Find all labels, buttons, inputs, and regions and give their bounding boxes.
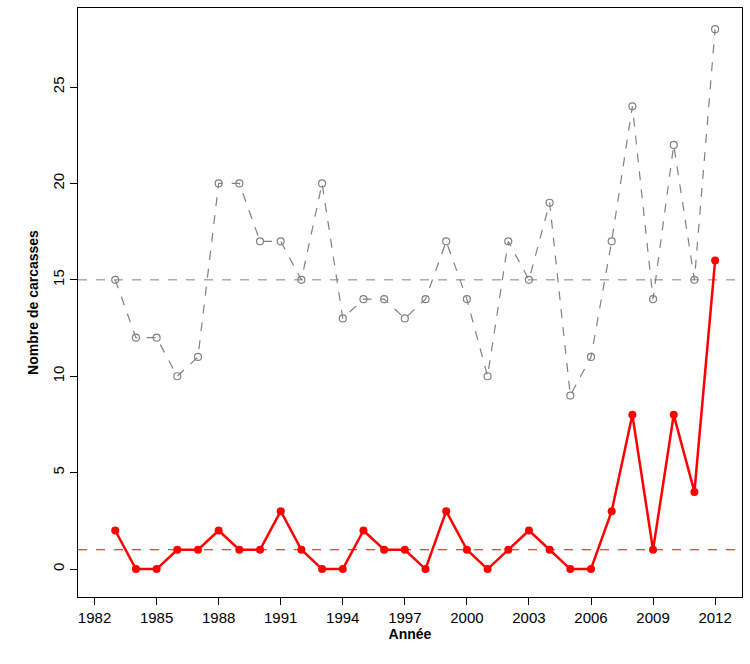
- svg-text:Année: Année: [389, 626, 432, 642]
- svg-text:15: 15: [50, 269, 67, 286]
- svg-text:2003: 2003: [512, 609, 545, 626]
- svg-text:1994: 1994: [326, 609, 359, 626]
- svg-text:Nombre de carcasses: Nombre de carcasses: [25, 230, 41, 375]
- svg-text:20: 20: [50, 173, 67, 190]
- svg-text:10: 10: [50, 366, 67, 383]
- svg-text:2009: 2009: [636, 609, 669, 626]
- svg-text:1982: 1982: [78, 609, 111, 626]
- svg-text:2000: 2000: [450, 609, 483, 626]
- svg-text:0: 0: [50, 563, 67, 571]
- svg-text:1997: 1997: [388, 609, 421, 626]
- svg-text:25: 25: [50, 76, 67, 93]
- svg-text:2012: 2012: [698, 609, 731, 626]
- svg-text:1985: 1985: [140, 609, 173, 626]
- svg-text:1991: 1991: [264, 609, 297, 626]
- svg-text:2006: 2006: [574, 609, 607, 626]
- svg-text:5: 5: [50, 466, 67, 474]
- svg-text:1988: 1988: [202, 609, 235, 626]
